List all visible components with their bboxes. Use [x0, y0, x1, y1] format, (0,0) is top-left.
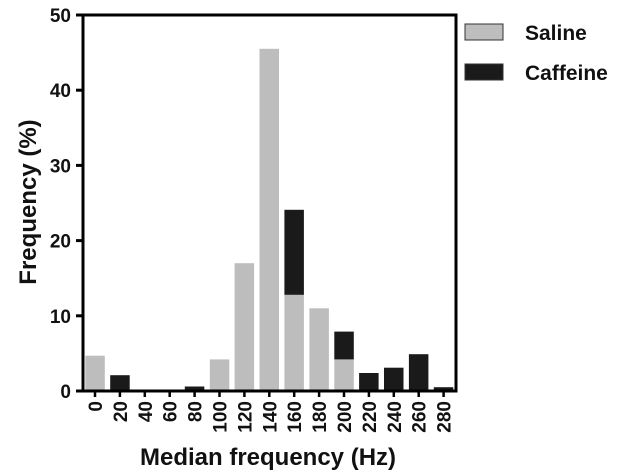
bar-caffeine-20: [110, 375, 130, 391]
y-tick-label: 30: [50, 156, 71, 177]
x-tick-label: 0: [86, 401, 107, 412]
y-ticks-group: 0 10 20 30 40 50: [50, 6, 83, 403]
bar-caffeine-260: [408, 354, 429, 391]
x-tick-label: 60: [161, 401, 182, 422]
bar-saline-160: [284, 294, 304, 391]
y-tick-label: 50: [50, 6, 71, 27]
bar-caffeine-200: [334, 331, 354, 360]
x-tick-label: 220: [360, 401, 381, 433]
legend: Saline Caffeine: [464, 22, 608, 85]
x-tick-label: 40: [136, 401, 157, 422]
bar-caffeine-220: [359, 373, 379, 391]
x-tick-label: 260: [410, 401, 431, 433]
bar-saline-180: [309, 308, 329, 391]
x-tick-label: 20: [111, 401, 132, 422]
bar-saline-100: [209, 359, 230, 391]
x-tick-label: 140: [260, 401, 281, 433]
x-tick-label: 180: [310, 401, 331, 433]
bar-caffeine-160: [284, 209, 304, 295]
x-tick-label: 200: [335, 401, 356, 433]
legend-label-saline: Saline: [525, 22, 587, 45]
y-tick-label: 40: [50, 81, 71, 102]
y-tick-label: 10: [50, 307, 71, 328]
bar-caffeine-80: [184, 386, 205, 391]
y-axis-title: Frequency (%): [15, 119, 42, 284]
x-tick-label: 80: [186, 401, 207, 422]
x-tick-label: 100: [211, 401, 232, 433]
bar-saline-120: [234, 263, 255, 391]
bars-group: [85, 48, 454, 392]
y-tick-label: 0: [60, 382, 71, 403]
x-axis-title: Median frequency (Hz): [140, 444, 396, 471]
bar-saline-140: [259, 48, 279, 392]
bar-saline-200: [334, 359, 354, 391]
bar-caffeine-280: [433, 387, 454, 391]
legend-swatch-caffeine: [464, 63, 504, 81]
bar-caffeine-240: [384, 367, 404, 391]
x-tick-label: 280: [435, 401, 456, 433]
x-tick-label: 160: [285, 401, 306, 433]
legend-swatch-saline: [464, 23, 504, 41]
bar-saline-0: [85, 355, 105, 391]
y-tick-label: 20: [50, 232, 71, 253]
legend-label-caffeine: Caffeine: [525, 62, 608, 85]
x-ticks-group: 0 20 40 60 80 100 120 140 160 180 200 220 240 260 280: [86, 391, 456, 433]
x-tick-label: 120: [235, 401, 256, 433]
x-tick-label: 240: [385, 401, 406, 433]
plot-frame: [81, 13, 458, 391]
